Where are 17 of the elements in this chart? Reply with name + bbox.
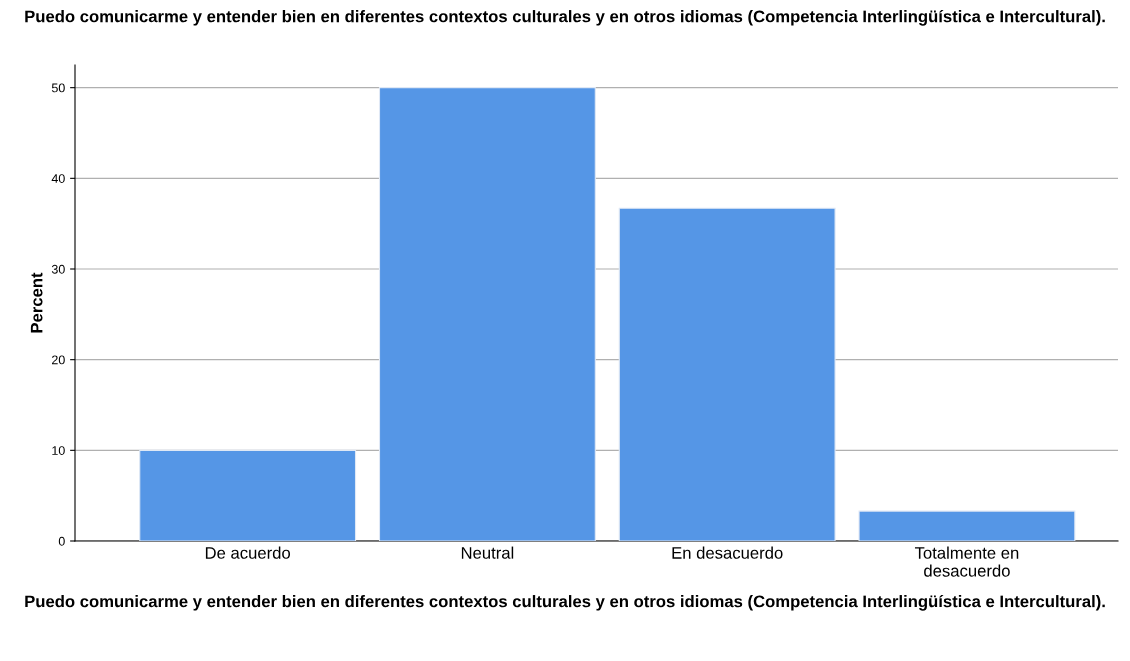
y-tick-label: 30 [51, 264, 65, 274]
bar [618, 207, 836, 541]
y-tick-label: 0 [58, 536, 65, 546]
x-tick-label: De acuerdo [205, 546, 291, 559]
chart-title: Puedo comunicarme y entender bien en diferentes contextos culturales y en otros idiomas (Competencia Interlingüística e Intercultural). [25, 9, 1105, 26]
y-tick-label: 20 [52, 355, 65, 365]
y-tick-label: 50 [51, 83, 65, 93]
y-tick-label: 40 [51, 174, 65, 183]
y-axis-title: Percent [30, 272, 43, 333]
x-axis-title: Puedo comunicarme y entender bien en diferentes contextos culturales y en otros idiomas (Competencia Interlingüística e Intercultural). [25, 594, 1105, 611]
bar [858, 510, 1076, 541]
bar [139, 449, 357, 541]
x-tick-label: Neutral [461, 546, 514, 559]
x-tick-label: Totalmente en desacuerdo [914, 546, 1019, 577]
y-tick-label: 10 [52, 446, 65, 455]
bar [378, 87, 596, 541]
x-tick-label: En desacuerdo [672, 546, 783, 559]
